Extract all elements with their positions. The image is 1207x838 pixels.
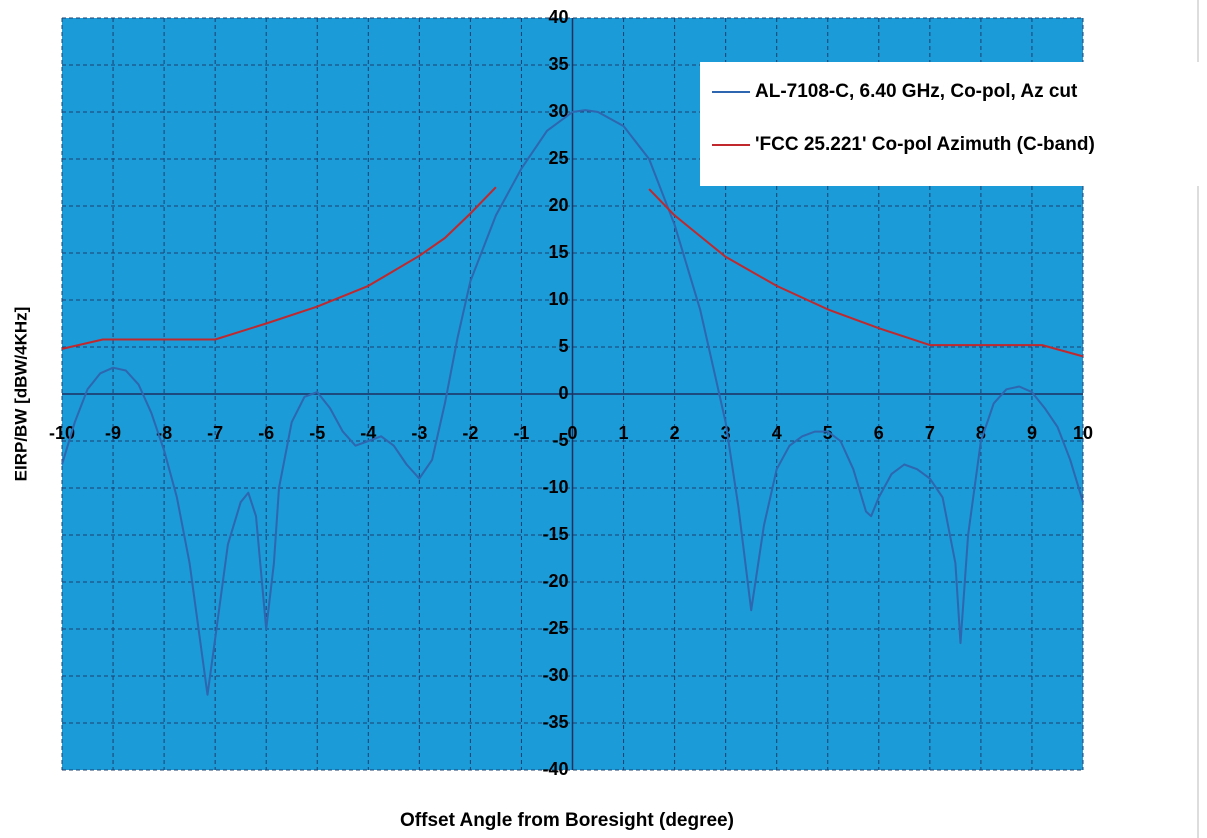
x-tick-label: 7 — [925, 423, 935, 443]
x-tick-label: -5 — [309, 423, 325, 443]
x-tick-label: 0 — [567, 423, 577, 443]
x-tick-label: -7 — [207, 423, 223, 443]
x-tick-label: 3 — [721, 423, 731, 443]
y-tick-label: 35 — [548, 54, 568, 74]
x-tick-label: 4 — [772, 423, 782, 443]
legend-label: 'FCC 25.221' Co-pol Azimuth (C-band) — [755, 134, 1095, 155]
x-axis-label: Offset Angle from Boresight (degree) — [400, 810, 734, 831]
y-tick-label: 30 — [548, 101, 568, 121]
y-tick-label: 40 — [548, 7, 568, 27]
x-tick-label: -6 — [258, 423, 274, 443]
x-tick-label: -4 — [360, 423, 376, 443]
x-tick-label: 9 — [1027, 423, 1037, 443]
y-tick-label: 15 — [548, 242, 568, 262]
y-tick-label: 20 — [548, 195, 568, 215]
y-axis-label: EIRP/BW [dBW/4KHz] — [11, 307, 30, 482]
x-tick-label: 1 — [619, 423, 629, 443]
y-tick-label: -40 — [542, 759, 568, 779]
x-tick-label: 10 — [1073, 423, 1093, 443]
y-tick-label: 0 — [558, 383, 568, 403]
x-tick-label: -10 — [49, 423, 75, 443]
y-tick-label: -35 — [542, 712, 568, 732]
y-tick-label: -30 — [542, 665, 568, 685]
x-tick-label: 8 — [976, 423, 986, 443]
x-tick-label: -9 — [105, 423, 121, 443]
x-tick-label: 2 — [670, 423, 680, 443]
x-tick-label: -1 — [513, 423, 529, 443]
y-tick-label: 10 — [548, 289, 568, 309]
x-tick-label: 6 — [874, 423, 884, 443]
y-tick-label: -25 — [542, 618, 568, 638]
y-tick-label: -10 — [542, 477, 568, 497]
x-tick-label: -2 — [462, 423, 478, 443]
legend-label: AL-7108-C, 6.40 GHz, Co-pol, Az cut — [755, 81, 1078, 102]
series-line — [61, 109, 1084, 696]
legend: AL-7108-C, 6.40 GHz, Co-pol, Az cut 'FCC … — [700, 62, 1207, 186]
x-tick-label: -3 — [411, 423, 427, 443]
series-line — [61, 186, 1084, 358]
y-tick-label: -20 — [542, 571, 568, 591]
y-tick-label: -15 — [542, 524, 568, 544]
y-tick-label: 5 — [558, 336, 568, 356]
legend-box — [700, 62, 1207, 186]
y-tick-label: -5 — [552, 430, 568, 450]
y-tick-label: 25 — [548, 148, 568, 168]
